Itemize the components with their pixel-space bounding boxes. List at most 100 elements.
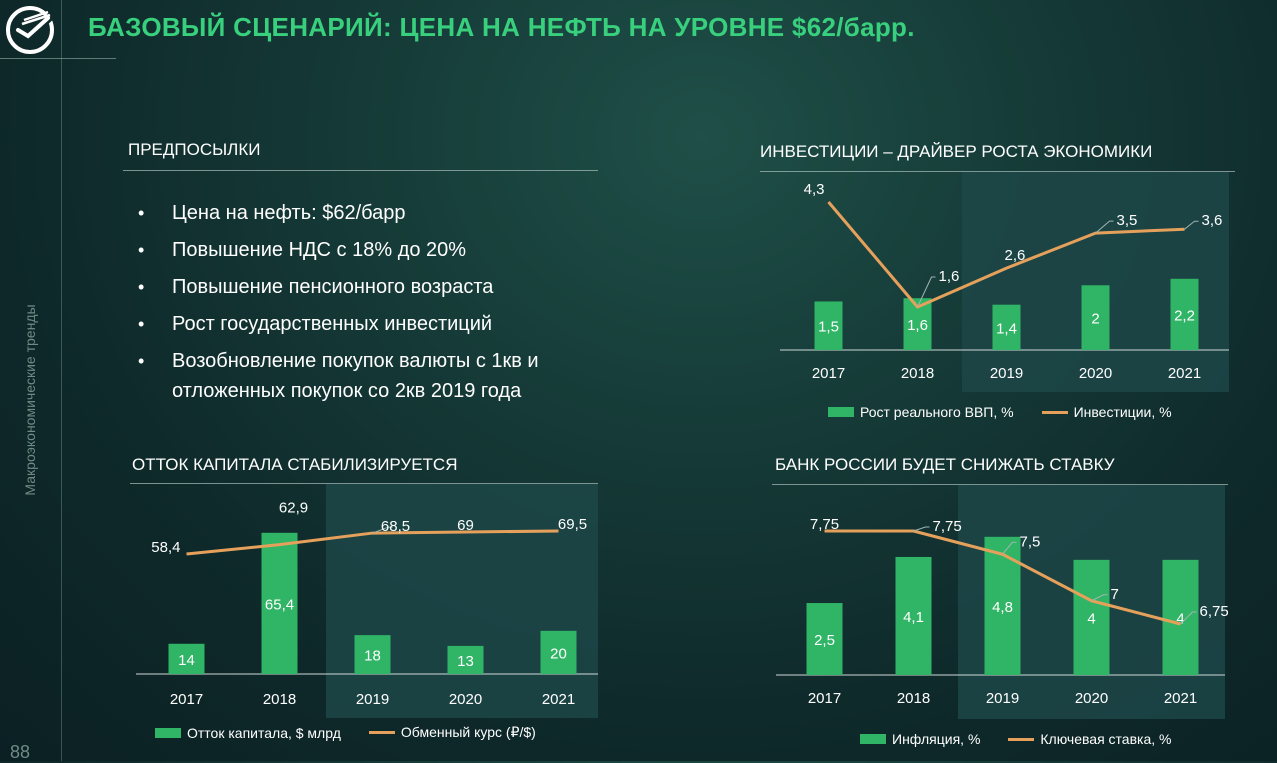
legend-label-capital: Отток капитала, $ млрд — [187, 724, 341, 741]
bar — [1073, 559, 1110, 675]
premise-item: Повышение НДС с 18% до 20% — [136, 235, 606, 265]
premise-item: Повышение пенсионного возраста — [136, 272, 606, 302]
side-divider — [61, 0, 62, 761]
bar — [992, 304, 1021, 350]
line-value-label: 4,3 — [804, 181, 825, 198]
line-value-label: 58,4 — [151, 539, 180, 556]
bar-value-label: 4 — [1176, 610, 1184, 627]
legend-label-gdp: Рост реального ВВП, % — [860, 404, 1014, 420]
label-leader-line — [1091, 594, 1108, 602]
line-value-label: 7,75 — [810, 516, 839, 533]
series-line — [186, 529, 559, 556]
bar-value-label: 2,5 — [814, 632, 835, 649]
line-value-label: 7,5 — [1020, 533, 1041, 550]
investments-legend: Рост реального ВВП, % Инвестиции, % — [828, 404, 1172, 420]
year-tick-label: 2018 — [901, 365, 934, 382]
side-section-label: Макроэкономические тренды — [22, 304, 38, 496]
bar — [814, 301, 843, 350]
premise-item: Цена на нефть: $62/барр — [136, 198, 606, 228]
legend-label-investments: Инвестиции, % — [1073, 404, 1172, 420]
legend-bar-swatch — [155, 727, 181, 738]
capital-chart-title: ОТТОК КАПИТАЛА СТАБИЛИЗИРУЕТСЯ — [132, 455, 458, 474]
year-tick-label: 2018 — [897, 690, 930, 707]
label-leader-line — [1095, 220, 1114, 234]
line-value-label: 7 — [1111, 586, 1119, 603]
year-tick-label: 2018 — [263, 691, 296, 708]
bar — [168, 643, 205, 674]
investments-chart: 1,5 1,6 1,4 2 2,2 2017 2018 2019 2020 2021 4,3 1,6 2… — [780, 172, 1229, 392]
line-value-label: 3,5 — [1117, 212, 1138, 229]
year-tick-label: 2019 — [990, 365, 1023, 382]
investments-chart-title: ИНВЕСТИЦИИ – ДРАЙВЕР РОСТА ЭКОНОМИКИ — [760, 142, 1153, 161]
bar-value-label: 2,2 — [1174, 307, 1195, 324]
label-leader-line — [1184, 220, 1199, 230]
bar — [261, 532, 298, 674]
line-value-label: 7,75 — [933, 518, 962, 535]
line-value-label: 3,6 — [1202, 212, 1223, 229]
premises-title: ПРЕДПОСЫЛКИ — [128, 140, 261, 159]
bar-value-label: 18 — [364, 648, 381, 665]
rate-chart-title: БАНК РОССИИ БУДЕТ СНИЖАТЬ СТАВКУ — [775, 455, 1115, 474]
premise-item: Рост государственных инвестиций — [136, 309, 606, 339]
forecast-shade — [326, 484, 598, 718]
line-value-label: 69 — [457, 517, 474, 534]
year-tick-label: 2021 — [1164, 690, 1197, 707]
year-tick-label: 2020 — [1075, 690, 1108, 707]
label-leader-line — [372, 526, 393, 534]
rate-chart-rule — [772, 484, 1228, 485]
bar-value-label: 1,6 — [907, 317, 928, 334]
year-tick-label: 2020 — [449, 691, 482, 708]
year-tick-label: 2017 — [170, 691, 203, 708]
line-value-label: 68,5 — [381, 518, 410, 535]
legend-label-inflation: Инфляция, % — [892, 731, 981, 747]
bar-value-label: 1,4 — [996, 320, 1017, 337]
line-value-label: 2,6 — [1005, 247, 1026, 264]
bar-value-label: 20 — [550, 645, 567, 662]
bar-value-label: 4,8 — [992, 599, 1013, 616]
year-tick-label: 2017 — [812, 365, 845, 382]
year-tick-label: 2020 — [1079, 365, 1112, 382]
premises-list: Цена на нефть: $62/барр Повышение НДС с … — [136, 198, 606, 413]
legend-label-key-rate: Ключевая ставка, % — [1040, 731, 1172, 747]
bar-value-label: 2 — [1091, 311, 1099, 328]
bar — [1162, 559, 1199, 675]
sberbank-logo-icon — [6, 6, 55, 54]
label-leader-line — [917, 276, 936, 308]
premise-item: Возобновление покупок валюты с 1кв и отл… — [136, 346, 606, 406]
rate-legend: Инфляция, % Ключевая ставка, % — [860, 731, 1171, 747]
label-leader-line — [1002, 541, 1017, 555]
bar-value-label: 4 — [1087, 610, 1095, 627]
legend-bar-swatch — [860, 734, 886, 744]
page-title: БАЗОВЫЙ СЦЕНАРИЙ: ЦЕНА НА НЕФТЬ НА УРОВН… — [88, 12, 915, 42]
line-value-label: 62,9 — [279, 500, 308, 517]
bar-value-label: 1,5 — [818, 319, 839, 336]
legend-line-swatch — [1041, 410, 1068, 414]
premises-rule — [123, 170, 598, 171]
label-leader-line — [1180, 611, 1197, 625]
line-value-label: 6,75 — [1200, 603, 1229, 620]
bar-value-label: 65,4 — [265, 596, 294, 613]
bar — [354, 635, 391, 674]
line-value-label: 69,5 — [558, 516, 587, 533]
year-tick-label: 2019 — [986, 690, 1019, 707]
line-value-label: 1,6 — [939, 268, 960, 285]
capital-chart: 14 65,4 18 13 20 2017 2018 2019 2020 2021 58,4 62,9… — [136, 484, 598, 718]
bar — [540, 630, 577, 674]
year-tick-label: 2021 — [1168, 365, 1201, 382]
year-tick-label: 2019 — [356, 691, 389, 708]
bar — [447, 645, 484, 674]
legend-label-fx: Обменный курс (₽/$) — [400, 724, 536, 740]
bar — [806, 603, 843, 675]
page-number: 88 — [10, 742, 31, 762]
capital-chart-rule — [130, 483, 598, 484]
bar — [1081, 285, 1110, 350]
header-divider — [0, 58, 116, 59]
bar-value-label: 13 — [457, 653, 474, 670]
bar-value-label: 14 — [178, 652, 195, 669]
investments-chart-rule — [760, 171, 1235, 172]
bar-value-label: 4,1 — [903, 609, 924, 626]
legend-bar-swatch — [828, 407, 854, 417]
year-tick-label: 2017 — [808, 690, 841, 707]
rate-chart: 2,5 4,1 4,8 4 4 2017 2018 2019 2020 2021 7,75 7,75 7… — [776, 485, 1229, 719]
legend-line-swatch — [368, 731, 395, 734]
